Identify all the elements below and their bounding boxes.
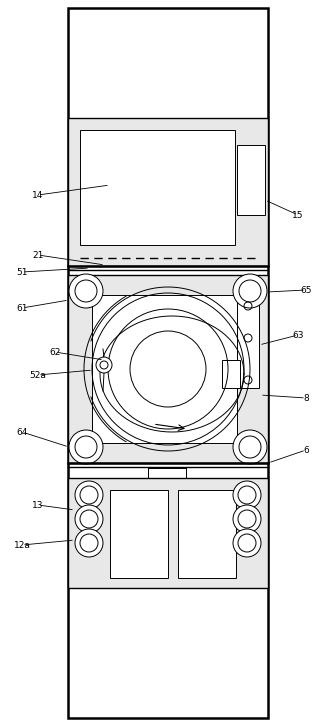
Bar [222,360,240,388]
Text: 6: 6 [303,445,309,455]
Circle shape [75,481,103,509]
Text: 51: 51 [16,268,28,276]
Text: 64: 64 [16,428,28,436]
Bar [68,8,268,718]
Bar [237,145,265,215]
Circle shape [69,430,103,464]
Text: 13: 13 [32,500,44,510]
Bar [68,588,268,718]
Text: 65: 65 [300,286,312,294]
Circle shape [130,331,206,407]
Bar [110,490,168,578]
Text: 8: 8 [303,394,309,402]
Circle shape [233,481,261,509]
Bar [68,118,268,266]
Text: 52a: 52a [30,370,46,379]
Text: 63: 63 [292,331,304,339]
Circle shape [96,357,112,373]
Text: 12a: 12a [14,541,30,550]
Text: 61: 61 [16,304,28,312]
Text: 15: 15 [292,210,304,220]
Circle shape [233,430,267,464]
Bar [68,478,268,588]
Text: 21: 21 [32,251,44,260]
Text: 62: 62 [49,347,61,357]
Circle shape [75,505,103,533]
Bar [68,8,268,118]
Circle shape [233,274,267,308]
Circle shape [69,274,103,308]
Text: 14: 14 [32,191,44,199]
Bar [92,295,237,443]
Bar [237,298,259,388]
Circle shape [75,529,103,557]
Bar [80,130,235,245]
Circle shape [233,505,261,533]
Bar [178,490,236,578]
Bar [68,275,268,463]
Circle shape [233,529,261,557]
